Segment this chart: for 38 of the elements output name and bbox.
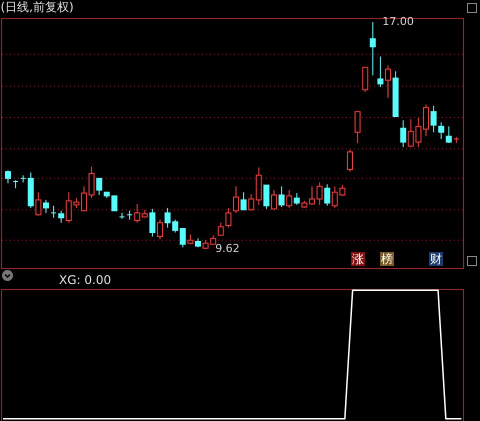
candlestick — [324, 184, 330, 206]
candlestick — [377, 56, 384, 88]
candlestick — [180, 228, 186, 248]
candlestick — [270, 190, 277, 210]
text: 榜 — [381, 252, 393, 266]
candlestick — [446, 126, 452, 144]
candlestick — [134, 203, 140, 224]
annotation: 9.62 — [215, 242, 240, 256]
candlestick — [278, 186, 285, 208]
candlestick — [362, 66, 368, 92]
chart-title: XG: 0.00 — [59, 273, 112, 287]
text: 财 — [430, 252, 442, 266]
candlestick — [354, 111, 361, 144]
candlestick — [232, 186, 239, 214]
candlestick — [149, 208, 156, 238]
candlestick — [370, 22, 376, 76]
chart-title: (日线,前复权) — [0, 0, 74, 14]
candlestick — [225, 207, 232, 228]
candlestick — [50, 205, 57, 218]
candlestick — [346, 149, 353, 172]
text: 涨 — [352, 252, 364, 266]
candlestick — [263, 184, 270, 210]
candlestick — [385, 64, 391, 98]
candlestick — [58, 210, 64, 224]
candlestick — [96, 178, 102, 196]
candlestick — [35, 192, 42, 216]
candlestick — [294, 192, 300, 206]
candlestick — [286, 190, 292, 208]
candlestick — [240, 192, 247, 210]
candlestick — [42, 199, 49, 214]
candlestick — [400, 120, 406, 148]
candlestick — [248, 194, 254, 212]
candlestick — [430, 105, 437, 133]
annotation: 17.00 — [382, 15, 414, 28]
candlestick — [156, 219, 163, 240]
candlestick — [218, 222, 224, 236]
candlestick — [4, 170, 11, 184]
candlestick — [438, 122, 444, 140]
